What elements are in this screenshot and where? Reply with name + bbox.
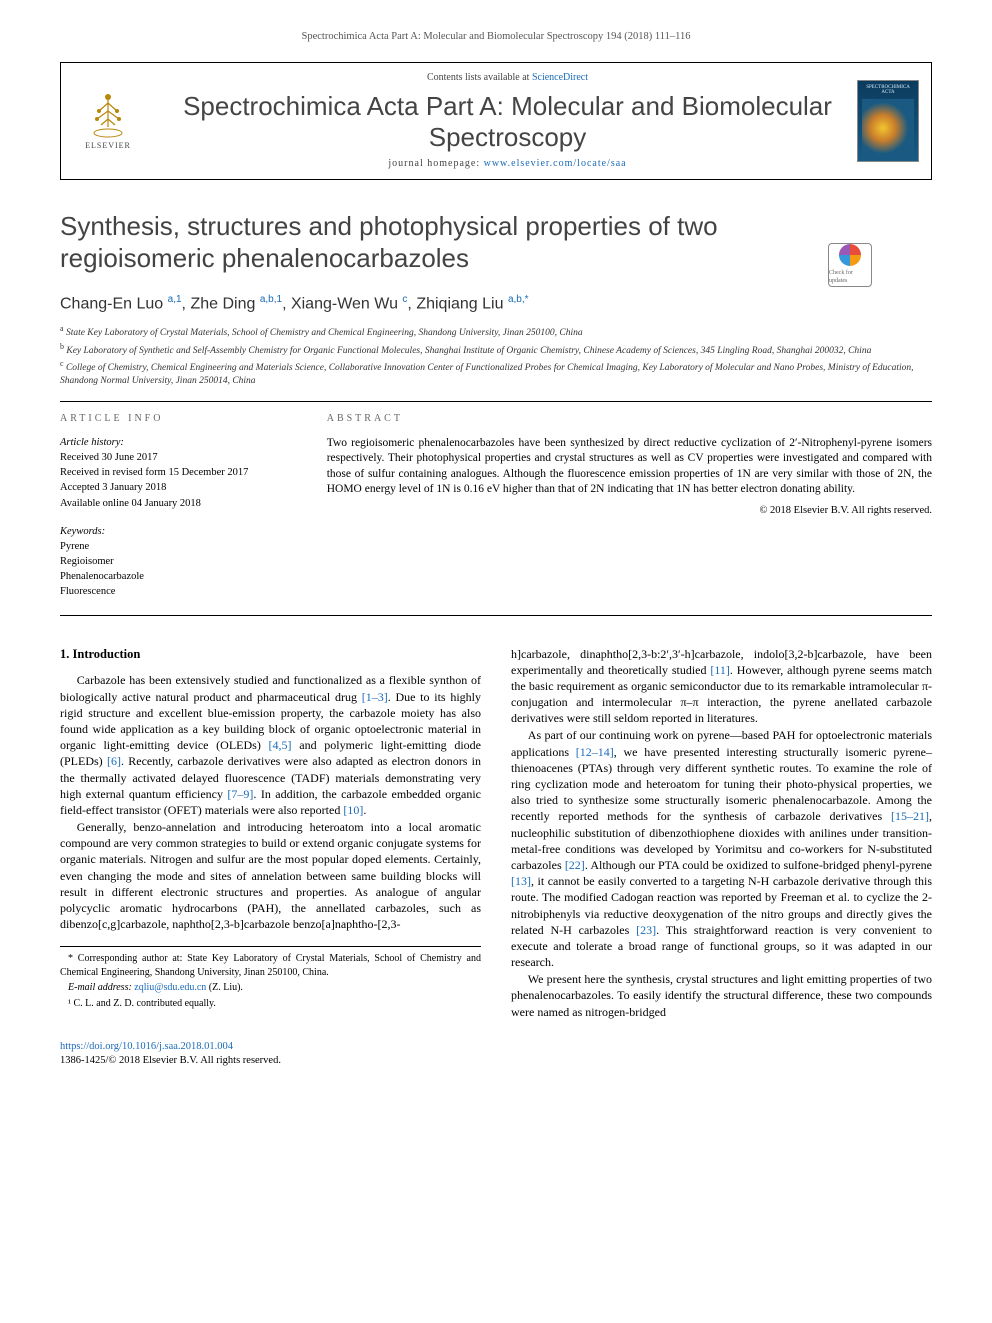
history-line: Accepted 3 January 2018	[60, 481, 287, 495]
author-list: Chang-En Luo a,1, Zhe Ding a,b,1, Xiang-…	[60, 293, 932, 315]
body-p5: We present here the synthesis, crystal s…	[511, 971, 932, 1020]
running-header: Spectrochimica Acta Part A: Molecular an…	[60, 30, 932, 44]
article-info-label: article info	[60, 412, 287, 426]
ref-link[interactable]: [12–14]	[576, 745, 614, 759]
body-p2: Generally, benzo-annelation and introduc…	[60, 819, 481, 932]
body-two-column: 1. Introduction Carbazole has been exten…	[60, 646, 932, 1020]
ref-link[interactable]: [7–9]	[227, 787, 253, 801]
history-line: Received in revised form 15 December 201…	[60, 466, 287, 480]
keyword: Fluorescence	[60, 585, 287, 599]
keyword: Pyrene	[60, 540, 287, 554]
crossmark-icon	[839, 244, 861, 266]
keyword: Phenalenocarbazole	[60, 570, 287, 584]
ref-link[interactable]: [13]	[511, 874, 531, 888]
abstract-column: abstract Two regioisomeric phenalenocarb…	[327, 412, 932, 600]
ref-link[interactable]: [11]	[710, 663, 730, 677]
journal-homepage-line: journal homepage: www.elsevier.com/locat…	[158, 157, 857, 171]
body-p4: As part of our continuing work on pyrene…	[511, 727, 932, 970]
article-title: Synthesis, structures and photophysical …	[60, 210, 932, 275]
issn-copyright: 1386-1425/© 2018 Elsevier B.V. All right…	[60, 1055, 281, 1066]
contents-prefix: Contents lists available at	[427, 72, 532, 83]
abstract-copyright: © 2018 Elsevier B.V. All rights reserved…	[327, 504, 932, 518]
footnote-equal: ¹ C. L. and Z. D. contributed equally.	[60, 997, 481, 1011]
contents-available-line: Contents lists available at ScienceDirec…	[158, 71, 857, 85]
divider-top	[60, 401, 932, 402]
homepage-prefix: journal homepage:	[388, 158, 483, 169]
ref-link[interactable]: [22]	[565, 858, 585, 872]
history-line: Available online 04 January 2018	[60, 497, 287, 511]
ref-link[interactable]: [1–3]	[362, 690, 388, 704]
abstract-text: Two regioisomeric phenalenocarbazoles ha…	[327, 436, 932, 498]
elsevier-logo: ELSEVIER	[73, 81, 143, 161]
crossmark-label: Check for updates	[829, 269, 871, 285]
crossmark-badge[interactable]: Check for updates	[828, 243, 872, 287]
page-footer: https://doi.org/10.1016/j.saa.2018.01.00…	[60, 1040, 932, 1068]
elsevier-tree-icon	[83, 89, 133, 139]
ref-link[interactable]: [23]	[636, 923, 656, 937]
affiliation: c College of Chemistry, Chemical Enginee…	[60, 359, 932, 387]
intro-heading: 1. Introduction	[60, 646, 481, 663]
abstract-label: abstract	[327, 412, 932, 426]
keywords-heading: Keywords:	[60, 525, 287, 539]
cover-image-area	[862, 99, 914, 157]
cover-label: SPECTROCHIMICA ACTA	[862, 85, 914, 96]
history-heading: Article history:	[60, 436, 287, 450]
corresponding-email-link[interactable]: zqliu@sdu.edu.cn	[134, 982, 206, 993]
ref-link[interactable]: [10]	[343, 803, 363, 817]
elsevier-wordmark: ELSEVIER	[85, 141, 131, 152]
email-person: (Z. Liu).	[206, 982, 243, 993]
email-label: E-mail address:	[68, 982, 134, 993]
ref-link[interactable]: [6]	[107, 754, 121, 768]
divider-bottom	[60, 615, 932, 616]
footnote-block: * Corresponding author at: State Key Lab…	[60, 946, 481, 1010]
ref-link[interactable]: [15–21]	[891, 809, 929, 823]
affiliation: b Key Laboratory of Synthetic and Self-A…	[60, 342, 932, 358]
body-p1: Carbazole has been extensively studied a…	[60, 672, 481, 818]
footnote-corresponding: * Corresponding author at: State Key Lab…	[60, 952, 481, 979]
journal-banner: ELSEVIER Contents lists available at Sci…	[60, 62, 932, 179]
journal-homepage-link[interactable]: www.elsevier.com/locate/saa	[484, 158, 627, 169]
history-line: Received 30 June 2017	[60, 451, 287, 465]
keyword: Regioisomer	[60, 555, 287, 569]
ref-link[interactable]: [4,5]	[269, 738, 292, 752]
footnote-email: E-mail address: zqliu@sdu.edu.cn (Z. Liu…	[60, 981, 481, 995]
doi-link[interactable]: https://doi.org/10.1016/j.saa.2018.01.00…	[60, 1041, 233, 1052]
journal-title: Spectrochimica Acta Part A: Molecular an…	[158, 91, 857, 153]
body-p3: h]carbazole, dinaphtho[2,3-b:2′,3′-h]car…	[511, 646, 932, 727]
sciencedirect-link[interactable]: ScienceDirect	[532, 72, 588, 83]
affiliation: a State Key Laboratory of Crystal Materi…	[60, 324, 932, 340]
journal-cover-thumb: SPECTROCHIMICA ACTA	[857, 80, 919, 162]
article-info-column: article info Article history: Received 3…	[60, 412, 287, 600]
